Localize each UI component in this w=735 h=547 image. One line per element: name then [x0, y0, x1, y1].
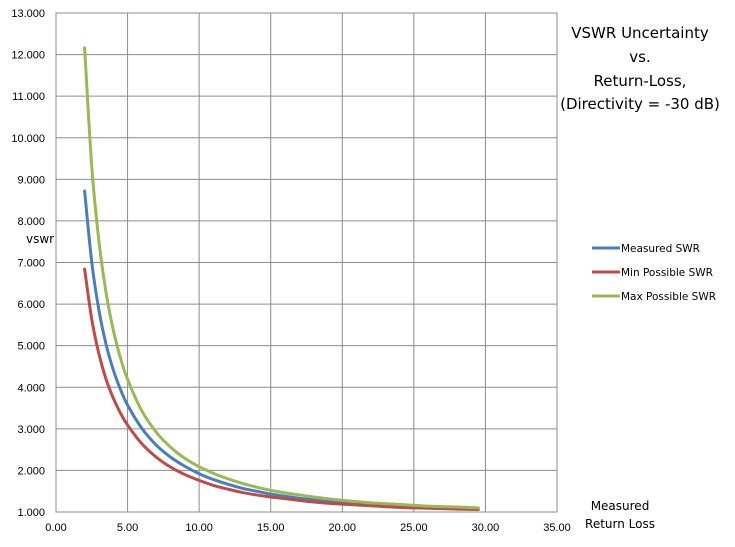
series-line-max-possible-swr [83, 46, 480, 510]
y-tick-label: 2.000 [17, 465, 45, 477]
legend-label: Measured SWR [621, 243, 700, 255]
x-axis-tick-labels: 0.00 5.00 10.00 15.00 20.00 25.00 30.00 35.00 [45, 522, 570, 534]
chart-title: VSWR Uncertainty vs. Return-Loss, (Direc… [560, 24, 720, 113]
x-tick-label: 20.00 [329, 522, 357, 534]
y-tick-label: 9.000 [17, 174, 45, 186]
series-lines [83, 46, 480, 511]
legend: Measured SWR Min Possible SWR Max Possible… [592, 243, 716, 303]
x-tick-label: 10.00 [185, 522, 213, 534]
chart-title-line-2: vs. [629, 48, 650, 66]
x-axis-title: Measured Return Loss [585, 499, 655, 531]
y-tick-label: 6.000 [17, 299, 45, 311]
chart-title-line-1: VSWR Uncertainty [571, 24, 709, 42]
x-tick-label: 0.00 [45, 522, 66, 534]
legend-label: Min Possible SWR [621, 267, 713, 279]
chart-title-line-4: (Directivity = -30 dB) [560, 95, 720, 113]
y-tick-label: 12.000 [11, 50, 45, 62]
y-tick-label: 10.000 [11, 133, 45, 145]
y-tick-label: 8.000 [17, 216, 45, 228]
x-tick-label: 15.00 [257, 522, 285, 534]
plot-area-frame [55, 12, 558, 513]
y-tick-label: 5.000 [17, 341, 45, 353]
chart-title-line-3: Return-Loss, [594, 72, 687, 90]
x-tick-label: 25.00 [400, 522, 428, 534]
legend-label: Max Possible SWR [621, 291, 716, 303]
y-axis-tick-labels: 1.000 2.000 3.000 4.000 5.000 6.000 7.000 8.000… [11, 8, 45, 519]
gridlines [55, 12, 558, 513]
y-tick-label: 11.000 [12, 91, 45, 103]
x-tick-label: 5.00 [117, 522, 138, 534]
y-tick-label: 7.000 [17, 258, 45, 270]
series-line-min-possible-swr [83, 267, 480, 511]
x-tick-label: 30.00 [472, 522, 500, 534]
x-axis-title-line-2: Return Loss [585, 517, 655, 531]
x-tick-label: 35.00 [543, 522, 571, 534]
x-axis-title-line-1: Measured [591, 499, 650, 513]
y-tick-label: 4.000 [17, 382, 45, 394]
y-axis-title: vswr [26, 232, 54, 246]
y-tick-label: 3.000 [17, 424, 45, 436]
y-tick-label: 1.000 [17, 507, 45, 519]
y-tick-label: 13.000 [11, 8, 45, 20]
